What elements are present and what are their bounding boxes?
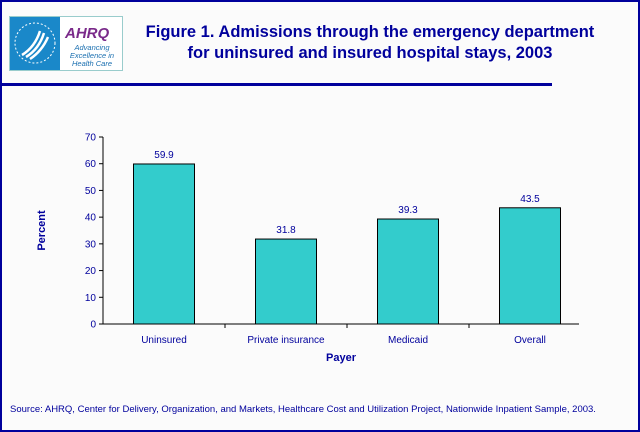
data-label: 39.3: [398, 205, 418, 216]
data-label: 43.5: [520, 194, 540, 205]
x-tick-label: Medicaid: [388, 335, 428, 346]
y-tick-label: 60: [85, 159, 97, 170]
y-axis-title: Percent: [36, 210, 48, 251]
ahrq-logo: AHRQ Advancing Excellence in Health Care: [9, 16, 123, 71]
header-divider: [2, 83, 552, 86]
y-tick-label: 30: [85, 239, 97, 250]
ahrq-logo-text: AHRQ: [65, 25, 110, 42]
data-label: 31.8: [276, 225, 296, 236]
bar-medicaid: [377, 218, 439, 325]
x-tick-label: Overall: [514, 335, 546, 346]
y-tick-label: 20: [85, 266, 97, 277]
bar-overall: [499, 207, 561, 325]
x-tick-label: Uninsured: [141, 335, 187, 346]
ahrq-tagline: Advancing Excellence in Health Care: [69, 43, 115, 68]
x-axis-title: Payer: [326, 352, 357, 364]
data-label: 59.9: [154, 150, 174, 161]
bar-uninsured: [133, 163, 195, 325]
bar-private-insurance: [255, 238, 317, 325]
chart-title: Figure 1. Admissions through the emergen…: [145, 23, 595, 62]
x-tick-label: Private insurance: [247, 335, 325, 346]
y-tick-label: 40: [85, 213, 97, 224]
source-note: Source: AHRQ, Center for Delivery, Organ…: [10, 404, 596, 415]
y-tick-label: 50: [85, 186, 97, 197]
y-tick-label: 0: [90, 320, 96, 331]
hhs-eagle-icon: [10, 17, 60, 70]
y-tick-label: 70: [85, 133, 97, 144]
y-tick-label: 10: [85, 293, 97, 304]
